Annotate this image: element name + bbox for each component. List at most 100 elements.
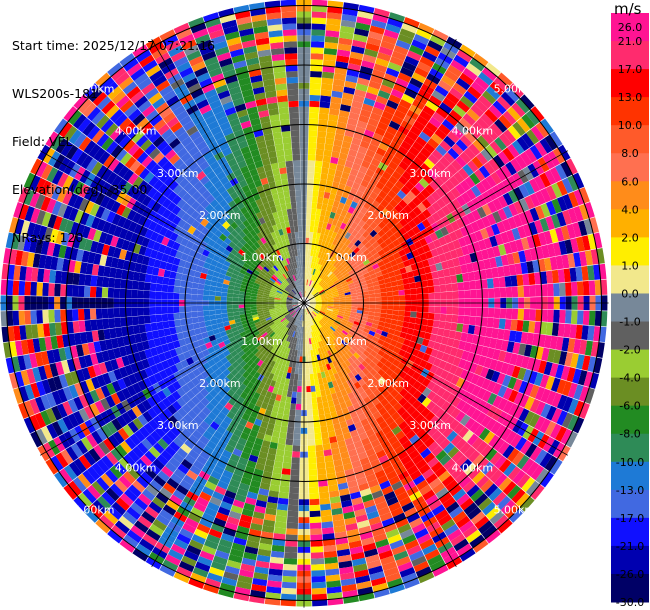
- velocity-gate: [490, 223, 501, 236]
- velocity-gate: [332, 308, 340, 312]
- velocity-gate: [316, 286, 323, 292]
- velocity-gate: [316, 202, 323, 210]
- velocity-gate: [530, 125, 545, 141]
- velocity-gate: [331, 206, 338, 214]
- velocity-gate: [499, 308, 507, 319]
- velocity-gate: [313, 275, 317, 282]
- velocity-gate: [362, 307, 370, 312]
- velocity-gate: [238, 304, 245, 309]
- velocity-gate: [338, 276, 345, 282]
- velocity-gate: [312, 262, 316, 269]
- velocity-gate: [334, 253, 341, 261]
- velocity-gate: [529, 193, 541, 208]
- velocity-gate: [567, 253, 576, 268]
- velocity-gate: [485, 268, 493, 279]
- velocity-gate: [540, 388, 551, 403]
- velocity-gate: [321, 83, 333, 91]
- velocity-gate: [339, 295, 346, 299]
- velocity-gate: [232, 304, 239, 309]
- velocity-gate: [315, 299, 322, 302]
- velocity-gate: [380, 309, 388, 314]
- velocity-gate: [307, 293, 312, 299]
- velocity-gate: [352, 277, 359, 283]
- velocity-gate: [406, 328, 414, 335]
- velocity-gate: [416, 222, 426, 232]
- velocity-gate: [460, 332, 468, 342]
- velocity-gate: [309, 504, 321, 512]
- velocity-gate: [278, 491, 289, 499]
- velocity-gate: [519, 151, 533, 166]
- velocity-gate: [575, 324, 583, 340]
- velocity-gate: [410, 305, 418, 312]
- velocity-gate: [77, 285, 85, 298]
- velocity-gate: [345, 296, 352, 300]
- velocity-gate: [450, 159, 463, 172]
- velocity-gate: [322, 197, 329, 205]
- velocity-gate: [459, 180, 471, 192]
- velocity-gate: [470, 221, 480, 233]
- velocity-gate: [387, 189, 397, 199]
- velocity-gate: [318, 221, 324, 228]
- velocity-gate: [540, 203, 551, 218]
- velocity-gate: [309, 112, 319, 120]
- velocity-gate: [545, 405, 557, 421]
- velocity-gate: [414, 66, 429, 79]
- velocity-gate: [456, 323, 464, 333]
- velocity-gate: [327, 304, 334, 307]
- velocity-gate: [305, 225, 310, 232]
- velocity-gate: [561, 177, 574, 194]
- velocity-gate: [402, 61, 417, 72]
- velocity-gate: [311, 288, 316, 294]
- velocity-gate: [191, 311, 198, 318]
- velocity-gate: [291, 463, 300, 470]
- velocity-gate: [340, 268, 347, 274]
- velocity-gate: [417, 212, 427, 222]
- velocity-gate: [298, 368, 303, 375]
- velocity-gate: [327, 263, 333, 270]
- velocity-gate: [309, 301, 316, 303]
- velocity-gate: [497, 328, 505, 340]
- velocity-gate: [308, 136, 317, 143]
- velocity-gate: [391, 285, 399, 292]
- velocity-gate: [504, 276, 512, 287]
- velocity-gate: [459, 151, 472, 164]
- velocity-gate: [564, 239, 574, 254]
- velocity-gate: [380, 292, 388, 297]
- velocity-gate: [320, 425, 328, 433]
- velocity-gate: [209, 290, 216, 296]
- velocity-gate: [305, 231, 310, 238]
- velocity-gate: [455, 348, 464, 359]
- velocity-gate: [367, 255, 375, 263]
- velocity-gate: [308, 295, 314, 300]
- velocity-gate: [308, 142, 317, 149]
- velocity-gate: [329, 224, 336, 232]
- velocity-gate: [319, 280, 325, 286]
- velocity-gate: [524, 396, 535, 411]
- velocity-gate: [403, 204, 413, 215]
- velocity-gate: [322, 401, 329, 409]
- velocity-gate: [511, 308, 519, 320]
- velocity-gate: [593, 264, 601, 280]
- velocity-gate: [577, 369, 588, 386]
- velocity-gate: [549, 166, 562, 183]
- velocity-gate: [308, 286, 312, 293]
- velocity-gate: [422, 208, 432, 219]
- velocity-gate: [564, 352, 574, 367]
- velocity-gate: [558, 350, 568, 366]
- velocity-gate: [305, 249, 309, 256]
- velocity-gate: [309, 297, 315, 301]
- velocity-gate: [274, 455, 284, 463]
- velocity-gate: [190, 305, 198, 312]
- velocity-gate: [450, 187, 461, 199]
- velocity-gate: [449, 231, 458, 242]
- velocity-gate: [344, 264, 352, 271]
- velocity-gate: [320, 295, 327, 298]
- velocity-gate: [316, 277, 321, 284]
- velocity-gate: [287, 510, 299, 518]
- velocity-gate: [456, 273, 464, 283]
- velocity-gate: [336, 55, 350, 64]
- velocity-gate: [361, 313, 369, 319]
- velocity-gate: [336, 285, 343, 290]
- velocity-gate: [370, 19, 387, 30]
- velocity-gate: [588, 310, 596, 326]
